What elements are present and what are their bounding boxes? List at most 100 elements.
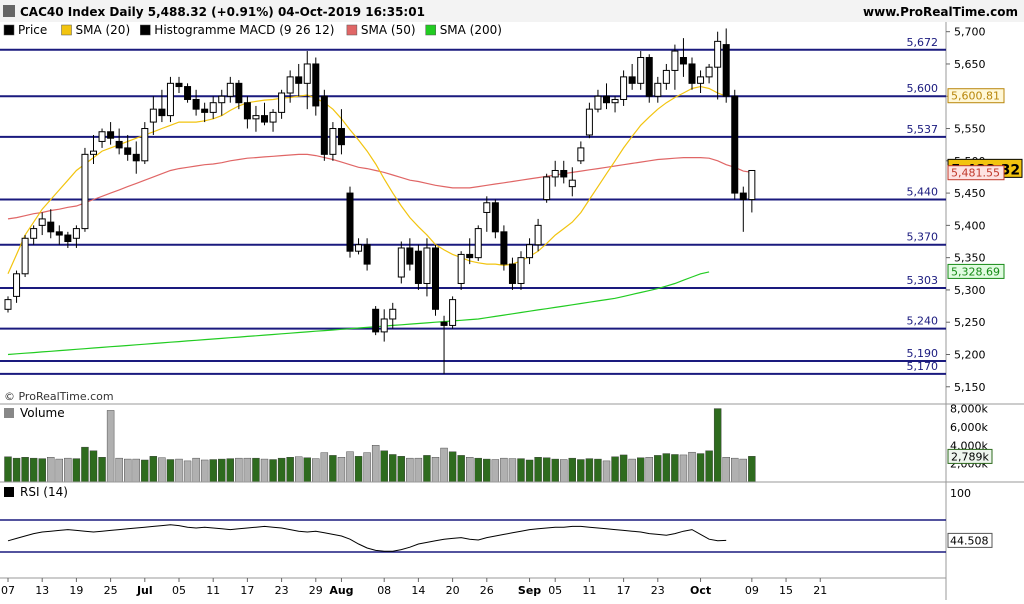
volume-bar: [269, 459, 277, 483]
date-label: Sep: [518, 584, 541, 597]
price-pane: 5,7005,6505,6005,5505,5005,4505,4005,350…: [0, 22, 1023, 600]
volume-bar: [619, 454, 628, 483]
level-label: 5,190: [907, 347, 939, 360]
candle-body: [252, 115, 260, 120]
volume-bar: [200, 459, 209, 483]
volume-bar: [252, 457, 260, 483]
candle-body: [337, 128, 345, 146]
watermark: © ProRealTime.com: [4, 390, 114, 403]
candle-body: [517, 257, 525, 284]
volume-bar: [466, 457, 474, 483]
candle-body: [491, 202, 499, 233]
date-label: 23: [275, 584, 289, 597]
candle-body: [594, 95, 602, 110]
volume-bar: [192, 457, 200, 483]
volume-bar: [243, 457, 252, 483]
level-label: 5,303: [907, 274, 939, 287]
price-tick-label: 5,700: [954, 26, 986, 39]
volume-bar: [517, 458, 525, 483]
candle-body: [192, 98, 200, 110]
volume-bar: [645, 457, 653, 483]
legend-label: Histogramme MACD (9 26 12): [154, 23, 334, 37]
volume-bar: [671, 454, 679, 483]
date-label: 05: [172, 584, 186, 597]
candle-body: [466, 253, 474, 259]
volume-bar: [602, 460, 611, 483]
price-tick-label: 5,400: [954, 219, 986, 232]
settings-icon[interactable]: [3, 5, 15, 17]
level-label: 5,440: [907, 186, 939, 199]
date-label: 13: [35, 584, 49, 597]
candle-body: [107, 131, 115, 139]
candle-body: [637, 57, 645, 84]
volume-bar: [141, 459, 149, 483]
price-badge-label: 5,328.69: [951, 265, 1000, 278]
date-axis: 07 13 19 25 Jul 05 11 17 23 29 Aug 08 14 20 26 Sep 05 11 1…: [0, 577, 946, 597]
date-label: 05: [548, 584, 562, 597]
candle-body: [47, 221, 55, 233]
volume-title: Volume: [20, 406, 65, 420]
volume-bar: [483, 458, 491, 483]
candle-body: [132, 153, 140, 162]
legend-swatch: [425, 24, 436, 36]
candle-body: [389, 308, 397, 320]
volume-bar: [115, 457, 123, 483]
candle-body: [346, 192, 354, 252]
header-bar: [0, 0, 1024, 22]
candle-body: [526, 244, 534, 259]
candle-body: [414, 250, 422, 284]
volume-bar: [346, 451, 354, 483]
rsi-badge-label: 44.508: [950, 534, 989, 547]
date-label: 15: [779, 584, 793, 597]
volume-bar: [98, 457, 106, 483]
volume-bar: [406, 457, 414, 483]
price-tick-label: 5,550: [954, 123, 986, 136]
volume-bar: [89, 450, 98, 483]
volume-bar: [397, 456, 405, 483]
volume-bar: [739, 458, 747, 483]
candle-body: [184, 86, 192, 100]
volume-bar: [654, 455, 662, 483]
candle-body: [474, 228, 482, 259]
date-label: 19: [69, 584, 83, 597]
price-badge: [947, 263, 1005, 279]
volume-badge-label: 2,789k: [951, 450, 989, 463]
legend-swatch: [61, 24, 72, 36]
candle-body: [38, 218, 46, 226]
volume-bar: [380, 450, 388, 483]
candle-body: [748, 169, 756, 201]
volume-bar: [585, 458, 594, 483]
price-tick-label: 5,250: [954, 316, 986, 329]
candle-body: [355, 244, 363, 252]
volume-bar: [560, 459, 568, 483]
legend: Price SMA (20) Histogramme MACD (9 26 12) S…: [3, 23, 502, 37]
volume-bar: [329, 455, 337, 483]
candle-body: [141, 128, 149, 162]
rsi-title: RSI (14): [20, 485, 68, 499]
price-tick-label: 5,350: [954, 252, 986, 265]
volume-bar: [448, 451, 457, 483]
volume-bar: [371, 445, 380, 483]
volume-bar: [662, 453, 671, 483]
candle-body: [705, 66, 713, 78]
candle-body: [620, 76, 628, 100]
candle-body: [303, 63, 311, 84]
rsi-pane: 44.508: [0, 481, 1024, 553]
volume-bar: [226, 458, 235, 483]
volume-bar: [431, 457, 440, 483]
candle-body: [158, 108, 166, 117]
volume-bar: [525, 459, 534, 483]
volume-bar: [277, 457, 286, 483]
rsi-badge: [947, 532, 993, 548]
volume-bar: [12, 457, 21, 483]
price-tick-label: 5,650: [954, 58, 986, 71]
volume-bar: [320, 452, 329, 483]
volume-bar: [209, 459, 217, 483]
site-label: www.ProRealTime.com: [863, 5, 1018, 19]
candle-body: [679, 57, 687, 65]
volume-bar: [295, 456, 303, 483]
volume-bar: [688, 451, 696, 483]
candle-body: [218, 95, 226, 104]
volume-bar: [132, 458, 140, 483]
price-tick-label: 5,300: [954, 284, 986, 297]
